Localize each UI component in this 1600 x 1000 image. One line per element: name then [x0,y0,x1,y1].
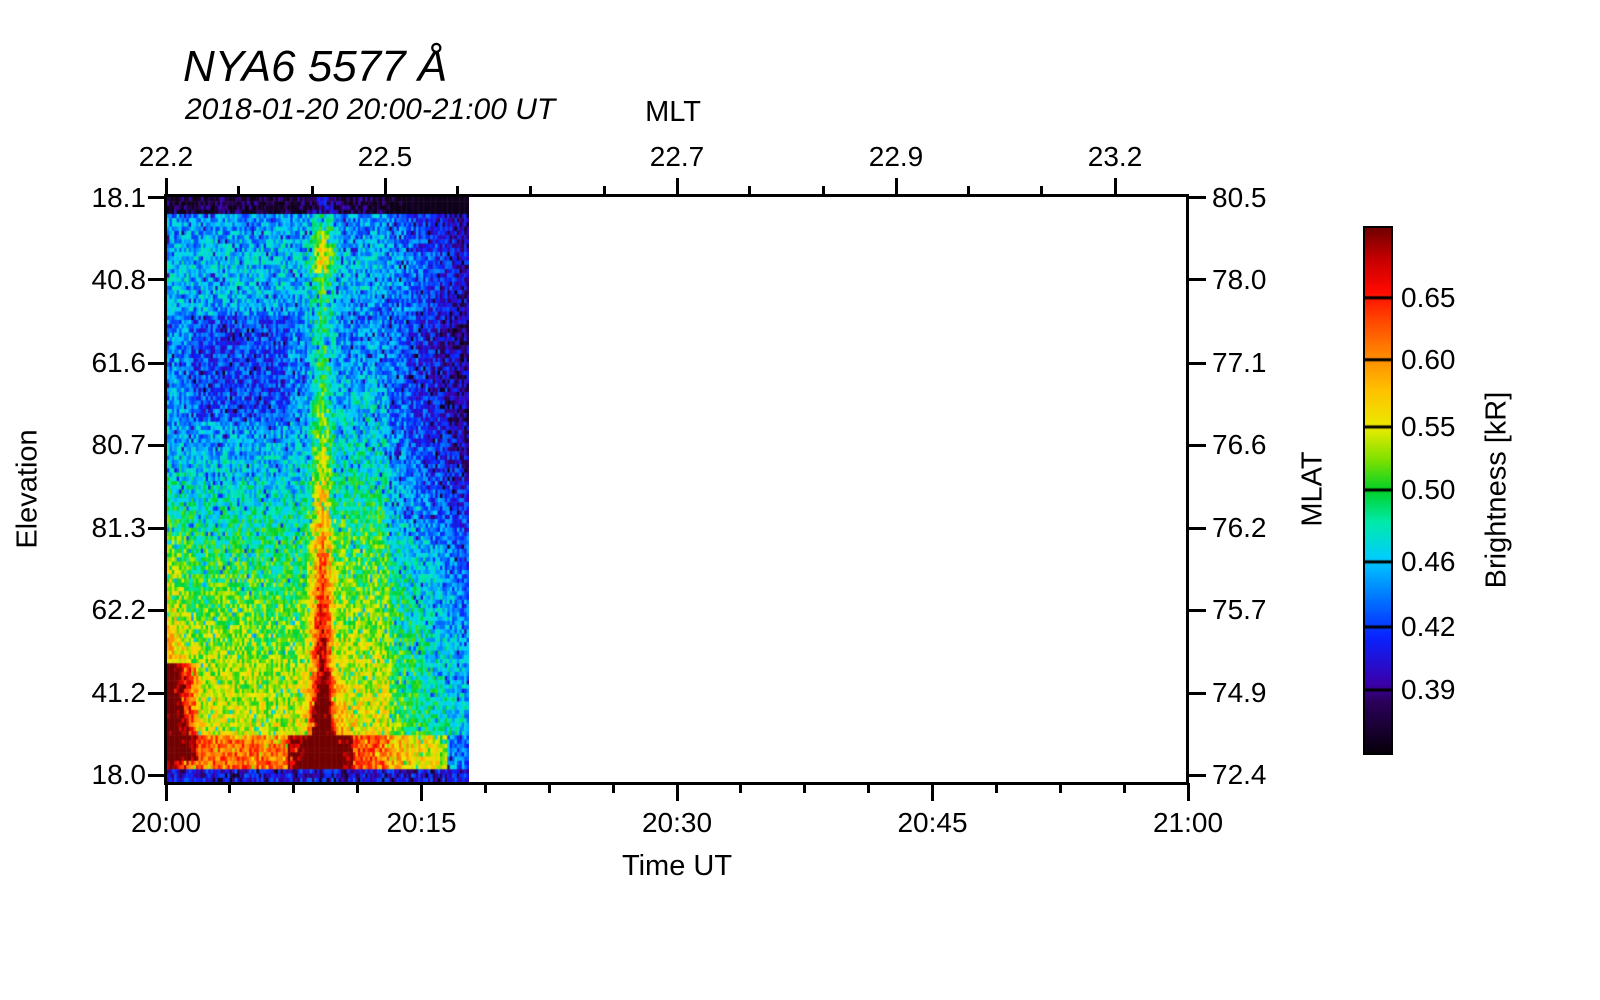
left-axis-tick [148,443,166,447]
top-axis-minor-tick [821,186,825,196]
top-axis-minor-tick [529,186,533,196]
top-axis-minor-tick [1040,186,1044,196]
right-axis-tick [1188,361,1206,365]
right-axis-tick-label: 78.0 [1212,263,1267,295]
bottom-axis-minor-tick [611,783,615,793]
top-axis-major-tick [894,178,898,196]
top-axis-tick-label: 22.2 [138,141,194,172]
top-axis-minor-tick [456,186,460,196]
colorbar-tick-label: 0.65 [1401,281,1456,313]
left-axis-tick-label: 80.7 [91,429,147,460]
bottom-axis-tick-label: 20:30 [641,807,713,838]
left-axis-tick-label: 18.0 [91,759,147,791]
right-axis-tick-label: 74.9 [1212,677,1267,708]
bottom-axis-tick-label: 21:00 [1152,807,1224,838]
right-axis-tick [1188,773,1206,777]
top-axis-tick-label: 23.2 [1087,141,1143,172]
bottom-axis-minor-tick [483,783,487,793]
top-axis-minor-tick [310,186,314,196]
colorbar-tick-label: 0.46 [1401,545,1456,577]
left-axis-tick-label: 62.2 [91,594,147,625]
colorbar-tick-label: 0.55 [1401,410,1456,442]
colorbar-tick-label: 0.42 [1401,611,1456,642]
bottom-axis-minor-tick [292,783,296,793]
top-axis-minor-tick [748,186,752,196]
bottom-axis-major-tick [675,783,679,801]
right-axis-tick [1188,443,1206,447]
heatmap-canvas [167,197,469,782]
top-axis-minor-tick [967,186,971,196]
bottom-axis-major-tick [164,783,168,801]
bottom-axis-major-tick [931,783,934,801]
right-axis-tick-label: 80.5 [1212,181,1267,213]
left-axis-tick [148,196,166,200]
top-axis-minor-tick [237,186,241,196]
left-axis-tick-label: 41.2 [91,677,147,708]
left-axis-tick [148,691,166,695]
bottom-axis-major-tick [420,783,423,801]
left-axis-tick [148,608,166,612]
top-axis-minor-tick [602,186,606,196]
left-axis-tick [148,361,166,365]
bottom-axis-tick-label: 20:00 [130,807,202,838]
right-axis-tick [1188,196,1206,200]
bottom-axis-minor-tick [803,783,807,793]
top-axis-major-tick [383,178,387,196]
right-axis-tick [1188,608,1206,612]
left-axis-tick [148,278,166,282]
left-axis-tick-label: 40.8 [91,263,147,295]
bottom-axis-minor-tick [228,783,232,793]
right-axis-tick-label: 75.7 [1212,594,1267,625]
right-axis-tick [1188,691,1206,695]
bottom-axis-major-tick [1186,783,1190,801]
right-axis-tick-label: 76.6 [1212,429,1267,460]
bottom-axis-minor-tick [739,783,743,793]
top-axis-title: MLT [645,96,701,128]
left-axis-tick [148,526,166,530]
colorbar-tick-label: 0.50 [1401,473,1456,505]
top-axis-major-tick [1113,178,1117,196]
right-axis-tick [1188,278,1206,282]
bottom-axis-title: Time UT [621,850,733,882]
right-axis-tick-label: 76.2 [1212,512,1267,543]
colorbar-canvas [1365,228,1391,753]
bottom-axis-minor-tick [547,783,551,793]
bottom-axis-minor-tick [1122,783,1126,793]
bottom-axis-minor-tick [1058,783,1062,793]
top-axis-tick-label: 22.9 [868,141,924,172]
bottom-axis-tick-label: 20:45 [897,807,968,838]
top-axis-tick-label: 22.5 [357,141,413,172]
top-axis-major-tick [164,178,168,196]
right-axis-tick [1188,526,1206,530]
plot-area [164,194,1189,785]
plot-subtitle: 2018-01-20 20:00-21:00 UT [185,93,556,126]
bottom-axis-tick-label: 20:15 [386,807,457,838]
top-axis-major-tick [675,178,679,196]
right-axis-tick-label: 72.4 [1212,759,1267,791]
bottom-axis-minor-tick [356,783,360,793]
left-axis-tick-label: 81.3 [91,512,147,543]
bottom-axis-minor-tick [994,783,998,793]
left-axis-tick-label: 18.1 [91,181,147,213]
plot-title: NYA6 5577 Å [183,42,448,91]
colorbar-tick-label: 0.60 [1401,343,1456,375]
left-axis-tick [148,773,166,777]
colorbar-frame [1363,226,1393,755]
left-axis-tick-label: 61.6 [91,347,147,378]
right-axis-tick-label: 77.1 [1212,347,1267,378]
bottom-axis-minor-tick [867,783,871,793]
colorbar-tick-label: 0.39 [1401,674,1456,705]
top-axis-tick-label: 22.7 [649,141,705,172]
